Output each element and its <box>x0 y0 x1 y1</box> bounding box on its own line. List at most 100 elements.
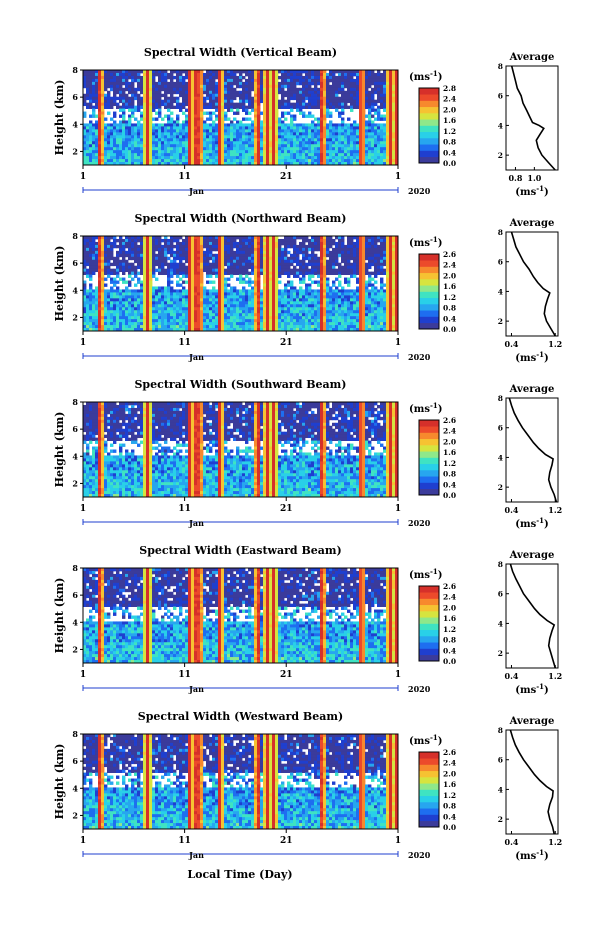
heatmap-cell <box>389 109 392 112</box>
heatmap-cell <box>317 153 320 156</box>
y-tick-label: 4 <box>72 119 78 129</box>
heatmap-cell <box>215 138 218 141</box>
heatmap-cell <box>200 91 203 94</box>
heatmap-cell <box>290 73 293 76</box>
heatmap-cell <box>197 132 200 135</box>
heatmap-cell <box>257 310 260 313</box>
heatmap-cell <box>314 132 317 135</box>
heatmap-cell <box>248 242 251 245</box>
heatmap-cell <box>128 236 131 239</box>
heatmap-cell <box>362 70 365 73</box>
heatmap-cell <box>173 295 176 298</box>
heatmap-cell <box>110 144 113 147</box>
heatmap-cell <box>131 135 134 138</box>
heatmap-cell <box>185 156 188 159</box>
heatmap-cell <box>98 245 101 248</box>
heatmap-cell <box>374 118 377 121</box>
heatmap-cell <box>311 153 314 156</box>
heatmap-cell <box>182 239 185 242</box>
heatmap-cell <box>311 91 314 94</box>
heatmap-cell <box>107 100 110 103</box>
heatmap-cell <box>200 319 203 322</box>
heatmap-cell <box>242 147 245 150</box>
heatmap-cell <box>101 298 104 301</box>
heatmap-cell <box>152 159 155 162</box>
heatmap-cell <box>155 138 158 141</box>
heatmap-cell <box>341 129 344 132</box>
heatmap-cell <box>287 106 290 109</box>
heatmap-cell <box>269 298 272 301</box>
heatmap-cell <box>170 322 173 325</box>
heatmap-cell <box>299 141 302 144</box>
heatmap-cell <box>233 289 236 292</box>
heatmap-cell <box>107 322 110 325</box>
heatmap-cell <box>215 88 218 91</box>
heatmap-cell <box>290 123 293 126</box>
heatmap-cell <box>224 313 227 316</box>
heatmap-cell <box>146 141 149 144</box>
heatmap-cell <box>137 322 140 325</box>
heatmap-cell <box>98 100 101 103</box>
heatmap-cell <box>251 263 254 266</box>
heatmap-cell <box>158 135 161 138</box>
heatmap-cell <box>101 263 104 266</box>
heatmap-cell <box>248 100 251 103</box>
heatmap-cell <box>308 129 311 132</box>
heatmap-cell <box>311 123 314 126</box>
heatmap-cell <box>137 156 140 159</box>
heatmap-cell <box>125 153 128 156</box>
heatmap-cell <box>206 292 209 295</box>
heatmap-cell <box>125 304 128 307</box>
heatmap-cell <box>266 292 269 295</box>
heatmap-cell <box>236 120 239 123</box>
heatmap-cell <box>113 88 116 91</box>
heatmap-cell <box>371 88 374 91</box>
panel-title: Spectral Width (Northward Beam) <box>135 212 347 225</box>
heatmap-cell <box>110 292 113 295</box>
heatmap-cell <box>95 260 98 263</box>
heatmap-cell <box>335 135 338 138</box>
heatmap-cell <box>89 269 92 272</box>
heatmap-cell <box>188 73 191 76</box>
heatmap-cell <box>92 153 95 156</box>
heatmap-cell <box>212 239 215 242</box>
heatmap-cell <box>128 257 131 260</box>
heatmap-cell <box>239 251 242 254</box>
heatmap-cell <box>110 129 113 132</box>
heatmap-cell <box>125 85 128 88</box>
heatmap-cell <box>233 292 236 295</box>
heatmap-cell <box>293 123 296 126</box>
heatmap-cell <box>239 248 242 251</box>
heatmap-cell <box>221 245 224 248</box>
heatmap-cell <box>134 88 137 91</box>
heatmap-cell <box>218 239 221 242</box>
heatmap-cell <box>89 126 92 129</box>
heatmap-cell <box>239 325 242 328</box>
heatmap-cell <box>248 103 251 106</box>
heatmap-cell <box>206 275 209 278</box>
heatmap-cell <box>317 159 320 162</box>
heatmap-cell <box>248 289 251 292</box>
heatmap-cell <box>161 289 164 292</box>
heatmap-cell <box>392 129 395 132</box>
heatmap-cell <box>113 301 116 304</box>
heatmap-cell <box>326 91 329 94</box>
heatmap-cell <box>305 82 308 85</box>
heatmap-cell <box>158 85 161 88</box>
heatmap-cell <box>89 319 92 322</box>
heatmap-cell <box>185 150 188 153</box>
heatmap-cell <box>191 120 194 123</box>
heatmap-cell <box>254 260 257 263</box>
heatmap-cell <box>170 150 173 153</box>
heatmap-cell <box>110 319 113 322</box>
heatmap-cell <box>113 242 116 245</box>
heatmap-cell <box>167 118 170 121</box>
heatmap-cell <box>200 295 203 298</box>
heatmap-cell <box>158 156 161 159</box>
heatmap-cell <box>242 325 245 328</box>
heatmap-cell <box>173 135 176 138</box>
heatmap-cell <box>170 132 173 135</box>
heatmap-cell <box>140 257 143 260</box>
heatmap-cell <box>203 319 206 322</box>
heatmap-cell <box>143 120 146 123</box>
